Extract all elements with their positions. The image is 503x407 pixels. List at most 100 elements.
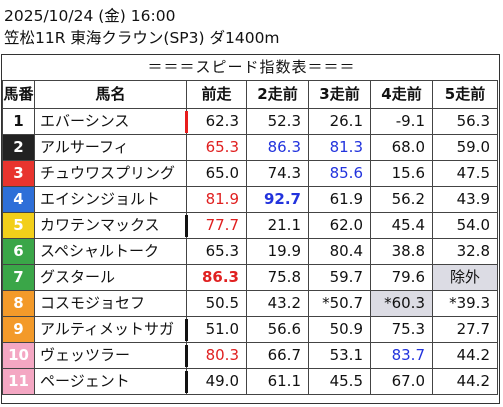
- horse-name-cell: エイシンジョルト: [34, 186, 187, 213]
- horse-name-cell: アルサーフィ: [34, 134, 187, 161]
- horse-number-cell: 6: [2, 238, 35, 265]
- table-row: 1 エバーシンス 62.3 52.3 26.1 -9.1 56.3: [2, 108, 498, 135]
- speed-index-cell: 77.7: [186, 212, 247, 239]
- horse-name-cell: チュウワスプリング: [34, 160, 187, 187]
- table-subtitle: ＝＝＝スピード指数表＝＝＝: [147, 58, 356, 76]
- horse-number-cell: 3: [2, 160, 35, 187]
- table-row: 4 エイシンジョルト 81.9 92.7 61.9 56.2 43.9: [2, 186, 498, 213]
- speed-index-cell: 45.5: [308, 368, 371, 395]
- speed-index-panel: [1, 54, 500, 404]
- col-header-3-races-ago: 3走前: [308, 80, 371, 109]
- speed-index-cell: 75.8: [246, 264, 309, 291]
- horse-number-cell: 10: [2, 342, 35, 369]
- speed-index-cell: 44.2: [432, 368, 498, 395]
- speed-index-cell: 62.0: [308, 212, 371, 239]
- horse-name-label: アルサーフィ: [40, 138, 129, 156]
- horse-name-label: カワテンマックス: [40, 216, 160, 234]
- horse-number-cell: 1: [2, 108, 35, 135]
- table-row: 10 ヴェッツラー 80.3 66.7 53.1 83.7 44.2: [2, 342, 498, 369]
- speed-index-cell: 45.4: [370, 212, 433, 239]
- horse-name-cell: グスタール: [34, 264, 187, 291]
- speed-index-cell: 80.4: [308, 238, 371, 265]
- marker-bar: [185, 371, 188, 393]
- speed-index-cell: 81.9: [186, 186, 247, 213]
- speed-index-cell: 81.3: [308, 134, 371, 161]
- speed-index-cell: 56.3: [432, 108, 498, 135]
- speed-index-cell: 67.0: [370, 368, 433, 395]
- speed-index-cell: 51.0: [186, 316, 247, 343]
- speed-index-cell: 19.9: [246, 238, 309, 265]
- speed-index-cell: 21.1: [246, 212, 309, 239]
- horse-name-cell: スペシャルトーク: [34, 238, 187, 265]
- speed-index-cell: 61.9: [308, 186, 371, 213]
- speed-index-cell: 43.9: [432, 186, 498, 213]
- speed-index-cell: 59.0: [432, 134, 498, 161]
- speed-index-cell: 65.0: [186, 160, 247, 187]
- horse-name-label: チュウワスプリング: [40, 164, 176, 182]
- speed-index-cell: 62.3: [186, 108, 247, 135]
- table-row: 7 グスタール 86.3 75.8 59.7 79.6 除外: [2, 264, 498, 291]
- horse-name-cell: カワテンマックス: [34, 212, 188, 239]
- speed-index-cell: 56.6: [246, 316, 309, 343]
- speed-index-cell: 80.3: [186, 342, 247, 369]
- horse-number-cell: 4: [2, 186, 35, 213]
- table-header-row: 馬番 馬名 前走 2走前 3走前 4走前 5走前: [2, 80, 498, 109]
- horse-number-cell: 9: [2, 316, 35, 343]
- speed-index-cell: 61.1: [246, 368, 309, 395]
- speed-index-cell: 52.3: [246, 108, 309, 135]
- horse-number-cell: 2: [2, 134, 35, 161]
- speed-index-cell: 50.9: [308, 316, 371, 343]
- horse-number-cell: 8: [2, 290, 35, 317]
- table-row: 8 コスモジョセフ 50.5 43.2 *50.7 *60.3 *39.3: [2, 290, 498, 317]
- speed-index-cell: 47.5: [432, 160, 498, 187]
- horse-name-label: スペシャルトーク: [40, 242, 159, 260]
- marker-bar: [185, 215, 188, 237]
- speed-index-cell: *60.3: [370, 290, 433, 317]
- table-row: 2 アルサーフィ 65.3 86.3 81.3 68.0 59.0: [2, 134, 498, 161]
- speed-index-cell: 53.1: [308, 342, 371, 369]
- speed-index-cell: 68.0: [370, 134, 433, 161]
- speed-index-cell: 83.7: [370, 342, 433, 369]
- speed-index-cell: *39.3: [432, 290, 498, 317]
- speed-index-cell: 54.0: [432, 212, 498, 239]
- speed-index-cell: 75.3: [370, 316, 433, 343]
- horse-name-label: ページェント: [40, 372, 130, 390]
- horse-number-cell: 11: [2, 368, 35, 395]
- col-header-horse-name: 馬名: [34, 80, 187, 109]
- horse-name-cell: エバーシンス: [34, 108, 188, 135]
- speed-index-cell: -9.1: [370, 108, 433, 135]
- horse-name-cell: ページェント: [34, 368, 188, 395]
- col-header-5-races-ago: 5走前: [432, 80, 498, 109]
- col-header-4-races-ago: 4走前: [370, 80, 433, 109]
- horse-name-label: アルティメットサガ: [40, 320, 174, 338]
- table-row: 9 アルティメットサガ 51.0 56.6 50.9 75.3 27.7: [2, 316, 498, 343]
- speed-index-cell: 79.6: [370, 264, 433, 291]
- horse-name-label: コスモジョセフ: [40, 294, 146, 312]
- table-row: 3 チュウワスプリング 65.0 74.3 85.6 15.6 47.5: [2, 160, 498, 187]
- table-row: 5 カワテンマックス 77.7 21.1 62.0 45.4 54.0: [2, 212, 498, 239]
- speed-index-cell: 66.7: [246, 342, 309, 369]
- speed-index-cell: 65.3: [186, 238, 247, 265]
- horse-number-cell: 7: [2, 264, 35, 291]
- speed-index-cell: 86.3: [246, 134, 309, 161]
- speed-index-cell: 92.7: [246, 186, 309, 213]
- speed-index-table: 馬番 馬名 前走 2走前 3走前 4走前 5走前 1 エバーシンス 62.3 52.3…: [2, 80, 498, 395]
- speed-index-cell: 26.1: [308, 108, 371, 135]
- speed-index-cell: 74.3: [246, 160, 309, 187]
- table-body: 1 エバーシンス 62.3 52.3 26.1 -9.1 56.3 2 アルサーフィ 65.3 86…: [2, 108, 498, 395]
- speed-index-cell: 除外: [432, 264, 498, 291]
- col-header-last-race: 前走: [186, 80, 247, 109]
- speed-index-cell: *50.7: [308, 290, 371, 317]
- race-datetime: 2025/10/24 (金) 16:00: [4, 7, 176, 25]
- marker-bar: [185, 345, 188, 367]
- col-header-2-races-ago: 2走前: [246, 80, 309, 109]
- speed-index-cell: 27.7: [432, 316, 498, 343]
- race-title: 笠松11R 東海クラウン(SP3) ダ1400m: [4, 29, 280, 47]
- horse-name-label: グスタール: [40, 268, 116, 286]
- horse-name-cell: コスモジョセフ: [34, 290, 187, 317]
- table-row: 6 スペシャルトーク 65.3 19.9 80.4 38.8 32.8: [2, 238, 498, 265]
- speed-index-cell: 50.5: [186, 290, 247, 317]
- speed-index-cell: 32.8: [432, 238, 498, 265]
- speed-index-cell: 59.7: [308, 264, 371, 291]
- col-header-umaban: 馬番: [2, 80, 35, 109]
